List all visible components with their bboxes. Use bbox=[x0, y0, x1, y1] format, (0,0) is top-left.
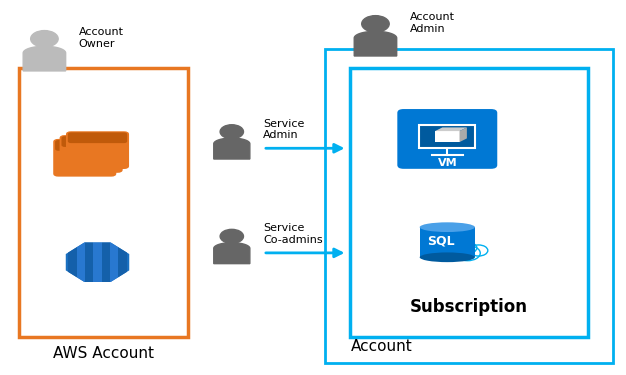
FancyBboxPatch shape bbox=[19, 68, 188, 337]
Circle shape bbox=[455, 246, 480, 261]
Polygon shape bbox=[118, 242, 126, 282]
Circle shape bbox=[458, 242, 477, 254]
Polygon shape bbox=[213, 243, 250, 264]
Text: AWS Account: AWS Account bbox=[53, 346, 154, 361]
Polygon shape bbox=[459, 128, 467, 142]
FancyBboxPatch shape bbox=[55, 140, 115, 151]
Ellipse shape bbox=[419, 222, 475, 232]
Text: Account
Admin: Account Admin bbox=[410, 12, 455, 34]
FancyBboxPatch shape bbox=[419, 227, 475, 257]
Text: SQL: SQL bbox=[427, 234, 454, 247]
Text: Account
Owner: Account Owner bbox=[79, 27, 124, 49]
Polygon shape bbox=[93, 242, 101, 282]
Polygon shape bbox=[435, 128, 467, 131]
Polygon shape bbox=[354, 32, 397, 56]
FancyBboxPatch shape bbox=[419, 125, 475, 148]
Circle shape bbox=[446, 244, 467, 256]
Polygon shape bbox=[76, 242, 85, 282]
Text: Service
Admin: Service Admin bbox=[263, 119, 304, 140]
Circle shape bbox=[470, 245, 488, 256]
FancyBboxPatch shape bbox=[61, 136, 121, 147]
Polygon shape bbox=[66, 243, 129, 282]
Polygon shape bbox=[68, 242, 76, 282]
Polygon shape bbox=[85, 242, 93, 282]
FancyBboxPatch shape bbox=[66, 131, 129, 169]
Text: Account: Account bbox=[351, 339, 413, 354]
Circle shape bbox=[220, 230, 244, 243]
FancyBboxPatch shape bbox=[59, 135, 123, 173]
Polygon shape bbox=[23, 46, 66, 71]
Circle shape bbox=[362, 16, 389, 32]
Text: Subscription: Subscription bbox=[410, 298, 528, 316]
Text: Service
Co-admins: Service Co-admins bbox=[263, 224, 322, 245]
Polygon shape bbox=[101, 242, 110, 282]
FancyBboxPatch shape bbox=[326, 49, 613, 363]
Text: VM: VM bbox=[438, 158, 457, 168]
FancyBboxPatch shape bbox=[68, 132, 127, 143]
FancyBboxPatch shape bbox=[53, 139, 116, 177]
FancyBboxPatch shape bbox=[351, 68, 588, 337]
Ellipse shape bbox=[419, 252, 475, 262]
Circle shape bbox=[31, 31, 58, 47]
Polygon shape bbox=[110, 242, 118, 282]
Circle shape bbox=[220, 125, 244, 139]
Polygon shape bbox=[213, 138, 250, 159]
Polygon shape bbox=[435, 131, 459, 142]
FancyBboxPatch shape bbox=[398, 109, 497, 169]
